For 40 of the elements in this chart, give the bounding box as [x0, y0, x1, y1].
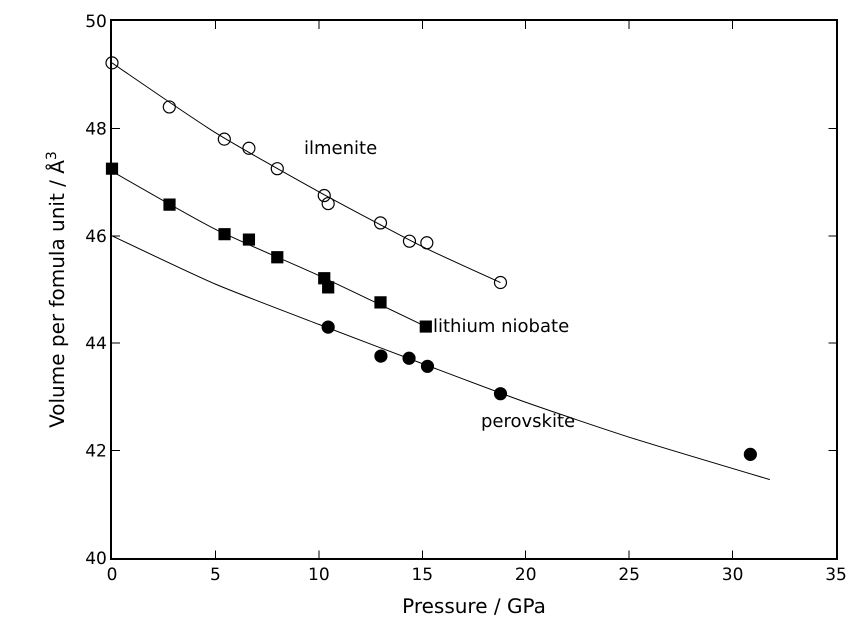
point — [494, 387, 508, 400]
annotation: ilmenite — [304, 138, 378, 159]
x-tick-label: 20 — [514, 565, 537, 586]
y-tick-label: 40 — [85, 548, 107, 569]
point — [420, 360, 434, 373]
point — [402, 234, 416, 248]
point — [374, 349, 388, 363]
y-tick-label: 44 — [85, 334, 107, 354]
y-tick-label: 42 — [85, 442, 107, 462]
x-tick-label: 35 — [825, 565, 847, 586]
point — [494, 276, 508, 290]
x-axis-title: Pressure / GPa — [402, 594, 546, 618]
point — [322, 196, 335, 210]
point — [374, 216, 388, 230]
point — [420, 236, 434, 250]
point — [242, 142, 256, 155]
x-tick-label: 30 — [722, 565, 744, 586]
y-tick-label: 48 — [85, 119, 107, 140]
point — [322, 281, 334, 294]
point — [271, 251, 284, 264]
x-tick-label: 10 — [308, 565, 330, 586]
point — [162, 100, 176, 114]
point — [218, 132, 231, 146]
point — [318, 188, 331, 202]
x-tick-label: 15 — [411, 565, 434, 586]
point — [420, 320, 432, 333]
y-tick-label: 46 — [85, 226, 107, 247]
annotation: lithium niobate — [433, 316, 570, 337]
point — [322, 320, 335, 334]
point — [242, 233, 256, 246]
point — [270, 162, 284, 176]
point — [218, 228, 231, 240]
y-tick-label: 50 — [85, 12, 107, 32]
point — [744, 448, 757, 461]
x-tick-label: 25 — [618, 565, 640, 586]
annotation: perovskite — [481, 411, 576, 432]
point — [402, 352, 416, 365]
point — [105, 56, 119, 70]
x-tick-label: 5 — [210, 565, 221, 586]
x-tick-label: 0 — [106, 565, 118, 586]
